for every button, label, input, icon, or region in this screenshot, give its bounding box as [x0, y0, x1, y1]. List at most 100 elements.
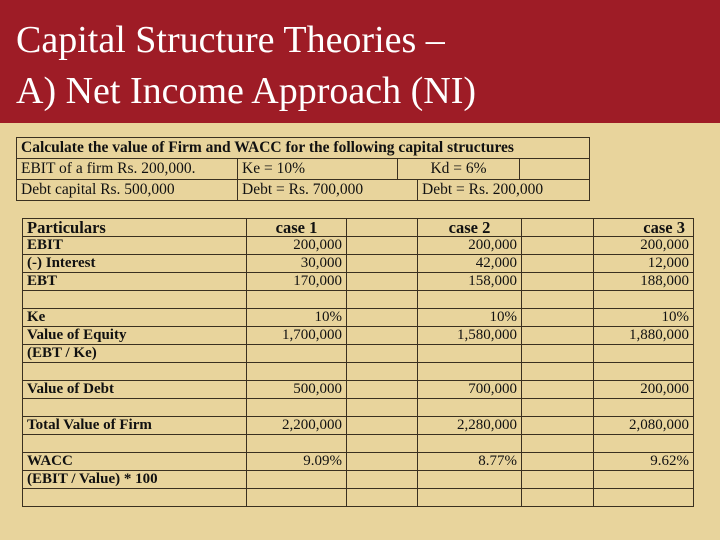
spacer-cell	[346, 308, 418, 327]
spacer-cell	[346, 272, 418, 291]
case-3-value: 2,080,000	[593, 416, 694, 435]
case-1-value	[246, 344, 347, 363]
case-3-value	[593, 434, 694, 453]
case-1-value: 2,200,000	[246, 416, 347, 435]
row-label	[22, 362, 247, 381]
case-2-value: 8.77%	[417, 452, 522, 471]
case-3-value: 1,880,000	[593, 326, 694, 345]
spacer-cell	[521, 236, 594, 255]
table-row: (EBT / Ke)	[22, 344, 694, 363]
case-3-value	[593, 398, 694, 417]
spacer-cell	[346, 344, 418, 363]
row-label: WACC	[22, 452, 247, 471]
table-row	[22, 434, 694, 453]
case-2-value	[417, 362, 522, 381]
row-label: Value of Equity	[22, 326, 247, 345]
given-row: EBIT of a firm Rs. 200,000. Ke = 10% Kd …	[16, 158, 590, 180]
spacer-cell	[346, 488, 418, 507]
spacer-cell	[346, 326, 418, 345]
spacer-cell	[346, 362, 418, 381]
case-1-value	[246, 470, 347, 489]
case-3-value	[593, 488, 694, 507]
case-3-value: 12,000	[593, 254, 694, 273]
spacer-cell	[346, 290, 418, 309]
row-label: Ke	[22, 308, 247, 327]
row-label: Total Value of Firm	[22, 416, 247, 435]
header-spacer	[346, 218, 418, 237]
header-case-1: case 1	[246, 218, 347, 237]
case-1-value	[246, 488, 347, 507]
given-heading-row: Calculate the value of Firm and WACC for…	[16, 137, 590, 159]
case-2-value	[417, 290, 522, 309]
given-cell: Debt = Rs. 700,000	[237, 179, 418, 201]
table-row: (EBIT / Value) * 100	[22, 470, 694, 489]
header-case-2: case 2	[417, 218, 522, 237]
spacer-cell	[521, 362, 594, 381]
spacer-cell	[521, 398, 594, 417]
spacer-cell	[521, 380, 594, 399]
case-1-value: 170,000	[246, 272, 347, 291]
case-2-value: 158,000	[417, 272, 522, 291]
case-2-value	[417, 344, 522, 363]
case-3-value: 9.62%	[593, 452, 694, 471]
row-label	[22, 434, 247, 453]
case-2-value: 10%	[417, 308, 522, 327]
given-cell: Kd = 6%	[397, 158, 520, 180]
given-heading: Calculate the value of Firm and WACC for…	[16, 137, 590, 159]
case-2-value: 700,000	[417, 380, 522, 399]
title-banner: Capital Structure Theories – A) Net Inco…	[0, 0, 720, 123]
case-2-value: 200,000	[417, 236, 522, 255]
spacer-cell	[346, 380, 418, 399]
slide-title-line-2: A) Net Income Approach (NI)	[16, 70, 477, 112]
row-label: Value of Debt	[22, 380, 247, 399]
spacer-cell	[346, 434, 418, 453]
spacer-cell	[346, 236, 418, 255]
row-label: (-) Interest	[22, 254, 247, 273]
calc-header-row: Particulars case 1 case 2 case 3	[22, 218, 694, 237]
case-2-value	[417, 488, 522, 507]
row-label	[22, 290, 247, 309]
given-cell	[519, 158, 590, 180]
table-row: WACC 9.09% 8.77% 9.62%	[22, 452, 694, 471]
case-3-value: 200,000	[593, 380, 694, 399]
spacer-cell	[521, 416, 594, 435]
table-row	[22, 362, 694, 381]
case-1-value: 200,000	[246, 236, 347, 255]
table-row: Value of Equity 1,700,000 1,580,000 1,880,0…	[22, 326, 694, 345]
case-3-value	[593, 362, 694, 381]
spacer-cell	[346, 452, 418, 471]
spacer-cell	[521, 290, 594, 309]
table-row	[22, 290, 694, 309]
case-3-value: 188,000	[593, 272, 694, 291]
case-3-value	[593, 470, 694, 489]
case-3-value	[593, 290, 694, 309]
given-cell: Debt = Rs. 200,000	[417, 179, 590, 201]
case-3-value	[593, 344, 694, 363]
slide-title-line-1: Capital Structure Theories –	[16, 19, 445, 61]
row-label	[22, 488, 247, 507]
header-spacer	[521, 218, 594, 237]
table-row: EBIT 200,000 200,000 200,000	[22, 236, 694, 255]
spacer-cell	[346, 416, 418, 435]
case-2-value: 2,280,000	[417, 416, 522, 435]
spacer-cell	[521, 488, 594, 507]
header-particulars: Particulars	[22, 218, 247, 237]
case-1-value: 30,000	[246, 254, 347, 273]
case-2-value	[417, 470, 522, 489]
given-data-table: Calculate the value of Firm and WACC for…	[16, 137, 590, 201]
spacer-cell	[346, 398, 418, 417]
spacer-cell	[521, 344, 594, 363]
row-label: (EBIT / Value) * 100	[22, 470, 247, 489]
spacer-cell	[346, 470, 418, 489]
given-row: Debt capital Rs. 500,000 Debt = Rs. 700,…	[16, 179, 590, 201]
case-1-value: 500,000	[246, 380, 347, 399]
case-3-value: 10%	[593, 308, 694, 327]
row-label: EBT	[22, 272, 247, 291]
spacer-cell	[521, 470, 594, 489]
spacer-cell	[521, 326, 594, 345]
header-case-3: case 3	[593, 218, 694, 237]
spacer-cell	[521, 452, 594, 471]
spacer-cell	[346, 254, 418, 273]
case-2-value	[417, 434, 522, 453]
row-label: EBIT	[22, 236, 247, 255]
